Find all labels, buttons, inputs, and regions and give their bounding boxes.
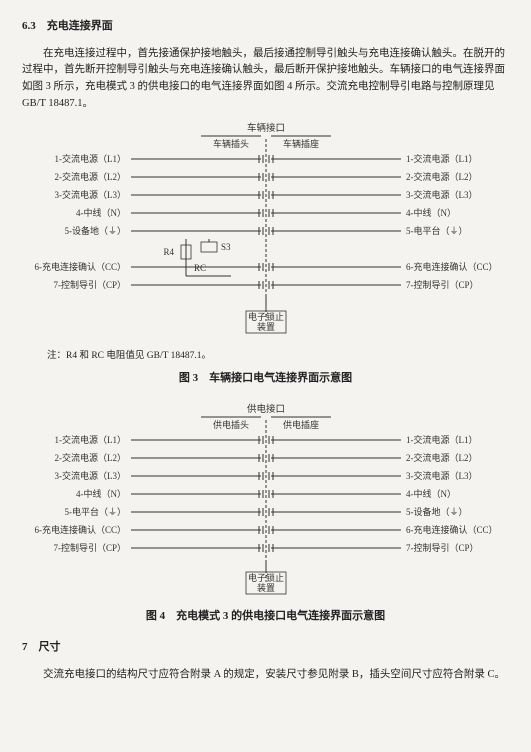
figure-4: 供电接口 供电插头 供电插座 1-交流电源（L1） 1-交流电源（L1） 2-交流电… xyxy=(22,402,509,602)
fig4-plug: 供电插头 xyxy=(212,419,248,430)
row-label-right: 6-充电连接确认（CC） xyxy=(406,261,498,272)
row-label-left: 1-交流电源（L1） xyxy=(54,434,126,445)
row-label-right: 5-电平台（⏚） xyxy=(406,225,468,236)
row-label-right: 3-交流电源（L3） xyxy=(406,189,478,200)
row-label-left: 1-交流电源（L1） xyxy=(54,153,126,164)
row-label-left: 2-交流电源（L2） xyxy=(54,171,126,182)
section-7-para: 交流充电接口的结构尺寸应符合附录 A 的规定，安装尺寸参见附录 B，插头空间尺寸… xyxy=(22,667,509,684)
figure-4-caption: 图 4 充电模式 3 的供电接口电气连接界面示意图 xyxy=(22,608,509,626)
row-label-right: 4-中线（N） xyxy=(406,207,456,218)
fig3-s3: S3 xyxy=(221,242,231,252)
fig4-lock2: 装置 xyxy=(256,582,274,593)
row-label-left: 6-充电连接确认（CC） xyxy=(34,261,126,272)
section-title: 充电连接界面 xyxy=(47,20,113,32)
row-label-right: 7-控制导引（CP） xyxy=(406,542,479,553)
row-label-left: 2-交流电源（L2） xyxy=(54,452,126,463)
row-label-right: 4-中线（N） xyxy=(406,488,456,499)
row-label-right: 1-交流电源（L1） xyxy=(406,434,478,445)
figure-3-svg: 车辆接口 车辆插头 车辆插座 1-交流电源（L1） 1-交流电源（L1） 2-交流电… xyxy=(31,121,501,341)
row-label-left: 3-交流电源（L3） xyxy=(54,189,126,200)
body-paragraph: 在充电连接过程中，首先接通保护接地触头，最后接通控制导引触头与充电连接确认触头。… xyxy=(22,46,509,113)
row-label-right: 2-交流电源（L2） xyxy=(406,171,478,182)
section-7-heading: 7 尺寸 xyxy=(22,639,509,657)
figure-4-svg: 供电接口 供电插头 供电插座 1-交流电源（L1） 1-交流电源（L1） 2-交流电… xyxy=(31,402,501,602)
row-label-left: 7-控制导引（CP） xyxy=(53,279,126,290)
fig4-top-label: 供电接口 xyxy=(246,403,284,415)
row-label-right: 2-交流电源（L2） xyxy=(406,452,478,463)
fig3-r4: R4 xyxy=(163,247,174,257)
row-label-left: 5-设备地（⏚） xyxy=(64,225,126,236)
row-label-right: 5-设备地（⏚） xyxy=(406,506,468,517)
fig3-plug: 车辆插头 xyxy=(212,138,248,149)
row-label-left: 5-电平台（⏚） xyxy=(64,506,126,517)
row-label-left: 6-充电连接确认（CC） xyxy=(34,524,126,535)
figure-3-caption: 图 3 车辆接口电气连接界面示意图 xyxy=(22,370,509,388)
section-heading: 6.3 充电连接界面 xyxy=(22,18,509,36)
fig3-top-label: 车辆接口 xyxy=(246,122,284,134)
fig4-socket: 供电插座 xyxy=(282,419,318,430)
figure-3-note: 注：R4 和 RC 电阻值见 GB/T 18487.1。 xyxy=(28,349,509,364)
row-label-left: 7-控制导引（CP） xyxy=(53,542,126,553)
row-label-right: 3-交流电源（L3） xyxy=(406,470,478,481)
row-label-left: 3-交流电源（L3） xyxy=(54,470,126,481)
fig3-network: R4 S3 RC xyxy=(163,239,231,276)
row-label-right: 1-交流电源（L1） xyxy=(406,153,478,164)
fig3-lock2: 装置 xyxy=(256,321,274,332)
fig3-lock1: 电子锁止 xyxy=(247,311,283,322)
section-number: 6.3 xyxy=(22,20,36,32)
row-label-left: 4-中线（N） xyxy=(76,207,126,218)
figure-3: 车辆接口 车辆插头 车辆插座 1-交流电源（L1） 1-交流电源（L1） 2-交流电… xyxy=(22,121,509,341)
row-label-right: 7-控制导引（CP） xyxy=(406,279,479,290)
fig4-lock1: 电子锁止 xyxy=(247,572,283,583)
row-label-right: 6-充电连接确认（CC） xyxy=(406,524,498,535)
row-label-left: 4-中线（N） xyxy=(76,488,126,499)
fig3-socket: 车辆插座 xyxy=(282,138,318,149)
fig3-rc: RC xyxy=(194,263,206,273)
